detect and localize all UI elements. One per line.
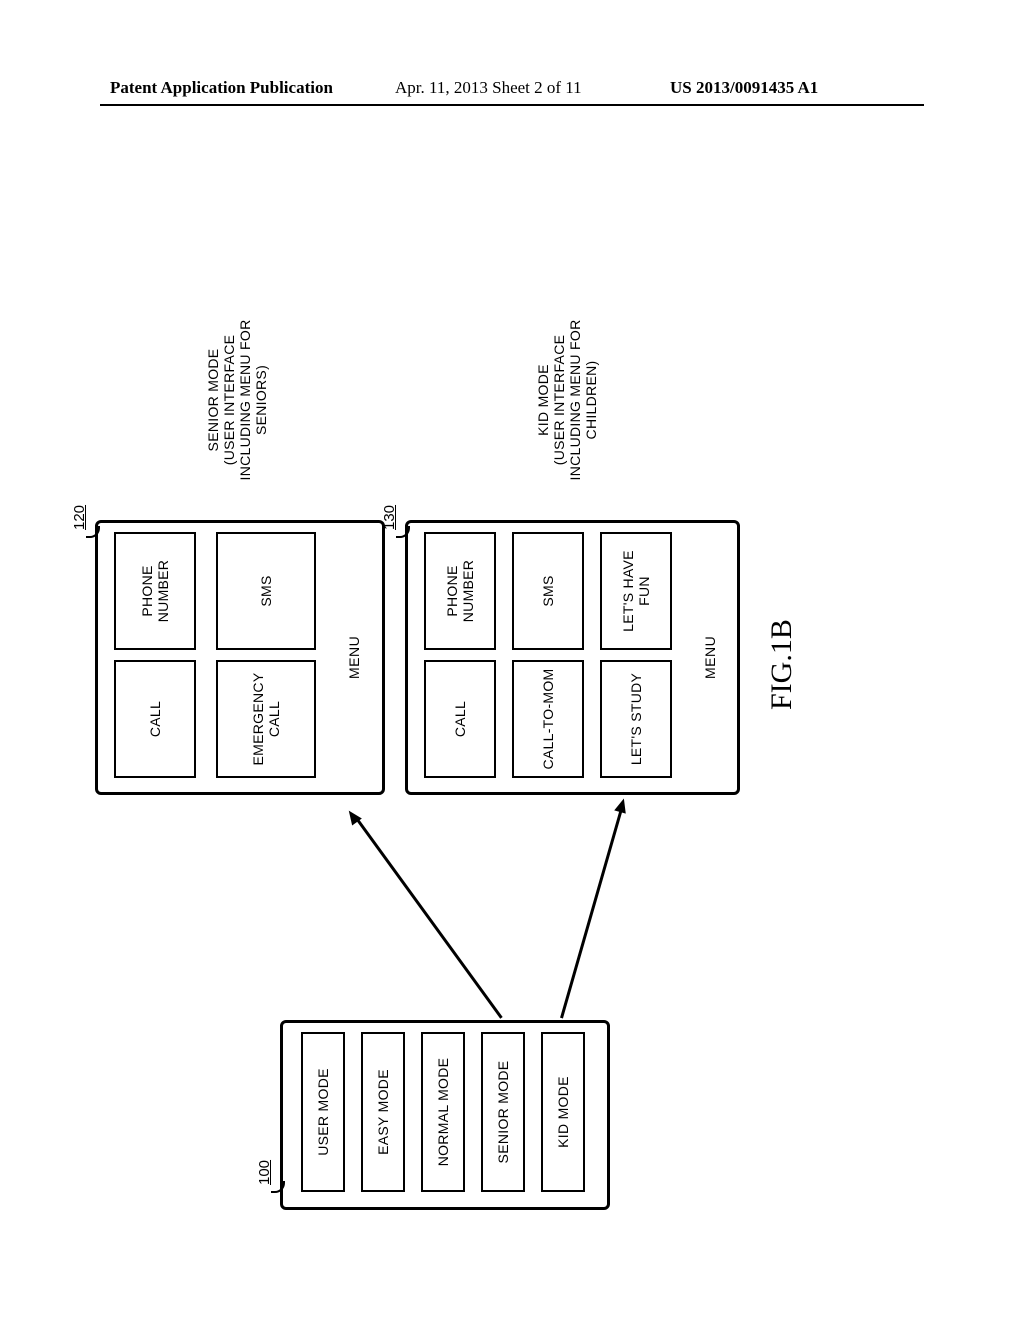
mode-item-user[interactable]: USER MODE — [301, 1032, 345, 1192]
mode-list-phone: USER MODE EASY MODE NORMAL MODE SENIOR M… — [280, 1020, 610, 1210]
senior-phonenum[interactable]: PHONENUMBER — [114, 532, 196, 650]
mode-item-normal[interactable]: NORMAL MODE — [421, 1032, 465, 1192]
arrow-to-kid-head — [614, 797, 629, 814]
header-pubnum: US 2013/0091435 A1 — [670, 78, 818, 98]
senior-mode-phone: CALL PHONENUMBER EMERGENCYCALL SMS MENU — [95, 520, 385, 795]
header-publication: Patent Application Publication — [110, 78, 333, 98]
kid-fun[interactable]: LET'S HAVEFUN — [600, 532, 672, 650]
ref-120: 120 — [71, 505, 88, 530]
arrow-to-kid — [560, 808, 622, 1018]
kid-callmom[interactable]: CALL-TO-MOM — [512, 660, 584, 778]
ref-100: 100 — [256, 1160, 273, 1185]
kid-mode-desc: KID MODE(USER INTERFACEINCLUDING MENU FO… — [535, 305, 599, 495]
kid-study[interactable]: LET'S STUDY — [600, 660, 672, 778]
ref-130: 130 — [381, 505, 398, 530]
senior-mode-desc: SENIOR MODE(USER INTERFACEINCLUDING MENU… — [205, 305, 269, 495]
kid-sms[interactable]: SMS — [512, 532, 584, 650]
mode-item-easy[interactable]: EASY MODE — [361, 1032, 405, 1192]
kid-mode-phone: CALL PHONENUMBER CALL-TO-MOM SMS LET'S S… — [405, 520, 740, 795]
kid-call[interactable]: CALL — [424, 660, 496, 778]
figure-canvas: USER MODE EASY MODE NORMAL MODE SENIOR M… — [5, 230, 765, 1240]
senior-menu-label: MENU — [346, 636, 362, 679]
arrow-to-senior — [356, 819, 502, 1019]
header-sheet: Apr. 11, 2013 Sheet 2 of 11 — [395, 78, 582, 98]
kid-phonenum[interactable]: PHONENUMBER — [424, 532, 496, 650]
mode-item-senior[interactable]: SENIOR MODE — [481, 1032, 525, 1192]
mode-item-kid[interactable]: KID MODE — [541, 1032, 585, 1192]
kid-menu-label: MENU — [702, 636, 718, 679]
senior-sms[interactable]: SMS — [216, 532, 316, 650]
header-rule — [100, 104, 924, 106]
senior-call[interactable]: CALL — [114, 660, 196, 778]
figure-label: FIG.1B — [765, 619, 799, 710]
senior-emergency[interactable]: EMERGENCYCALL — [216, 660, 316, 778]
